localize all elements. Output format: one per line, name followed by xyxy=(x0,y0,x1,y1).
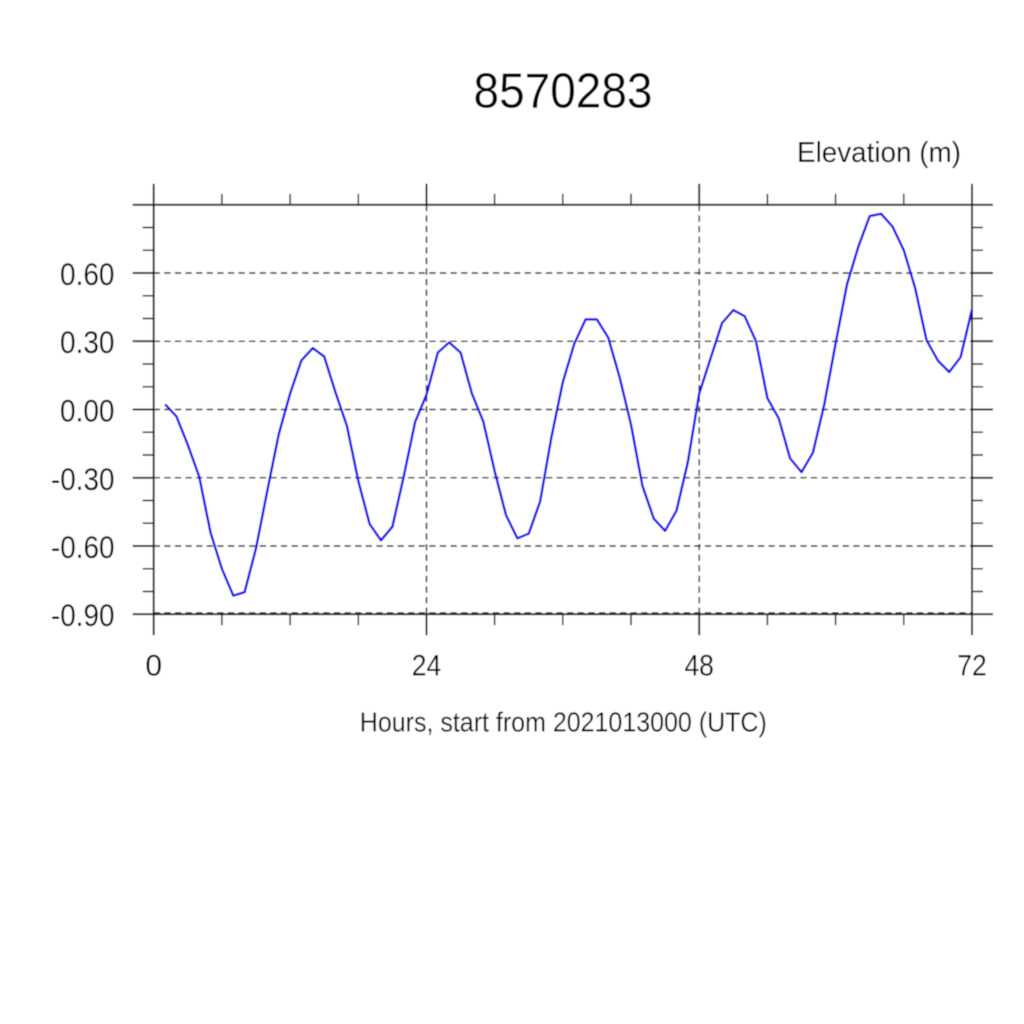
svg-text:8570283: 8570283 xyxy=(474,64,653,119)
svg-text:24: 24 xyxy=(412,650,442,683)
svg-text:0.60: 0.60 xyxy=(60,256,115,292)
svg-text:0: 0 xyxy=(145,650,162,683)
svg-text:Elevation (m): Elevation (m) xyxy=(797,137,961,169)
svg-text:48: 48 xyxy=(684,650,714,683)
svg-text:Hours, start from 2021013000 (: Hours, start from 2021013000 (UTC) xyxy=(360,706,767,738)
svg-text:-0.30: -0.30 xyxy=(51,461,115,497)
svg-text:0.00: 0.00 xyxy=(60,393,115,429)
svg-text:0.30: 0.30 xyxy=(60,324,115,360)
svg-text:-0.60: -0.60 xyxy=(51,529,115,565)
svg-text:-0.90: -0.90 xyxy=(51,597,115,633)
svg-text:72: 72 xyxy=(957,650,987,683)
